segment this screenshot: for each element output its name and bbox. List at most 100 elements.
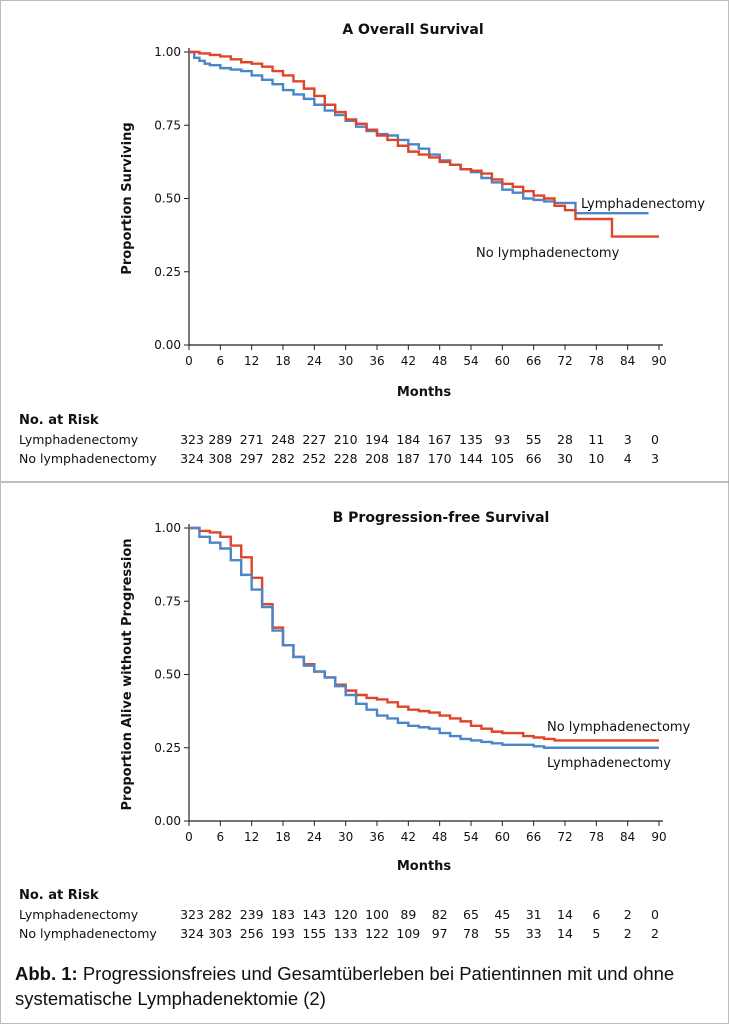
panel-a-series-no-lymphadenectomy	[189, 50, 659, 238]
panel-b-series-lymphadenectomy	[189, 526, 659, 749]
panel-a-risk-cell: 28	[557, 432, 573, 447]
panel-a-risk-cell: 248	[271, 432, 295, 447]
panel-b-xtick-label: 6	[217, 830, 225, 844]
panel-b-xtick-label: 36	[369, 830, 384, 844]
panel-a-risk-cell: 11	[588, 432, 604, 447]
panel-b-risk-cell: 155	[302, 926, 326, 941]
panel-b-risk-cell: 89	[400, 907, 416, 922]
panel-a-ytick-label: 0.75	[154, 118, 181, 132]
panel-a-risk-cell: 324	[180, 451, 204, 466]
panel-b-risk-cell: 6	[592, 907, 600, 922]
panel-b-risk-cell: 0	[651, 907, 659, 922]
panel-b-risk-cell: 78	[463, 926, 479, 941]
panel-b-title: B Progression-free Survival	[333, 510, 550, 526]
panel-b-risk-cell: 120	[334, 907, 358, 922]
panel-b-risk-cell: 303	[208, 926, 232, 941]
panel-b-letter: B	[333, 510, 349, 526]
panel-b-ytick-label: 1.00	[154, 521, 181, 535]
panel-a-series-lymphadenectomy	[189, 50, 649, 215]
panel-a-ytick-label: 0.00	[154, 338, 181, 352]
panel-b-risk-cell: 31	[526, 907, 542, 922]
panel-b-risk-cell: 122	[365, 926, 389, 941]
panel-b-ylabel: Proportion Alive without Progression	[120, 538, 135, 810]
panel-a-risk-cell: 167	[428, 432, 452, 447]
panel-a-risk-cell: 105	[490, 451, 514, 466]
panel-a-risk-cell: 170	[428, 451, 452, 466]
panel-b-risk-cell: 55	[494, 926, 510, 941]
panel-a-risk-cell: 3	[651, 451, 659, 466]
panel-a-xtick-label: 66	[526, 354, 541, 368]
panel-b-risk-cell: 2	[651, 926, 659, 941]
panel-b-xtick-label: 12	[244, 830, 259, 844]
panel-b-xtick-label: 84	[620, 830, 635, 844]
panel-a-risk-cell: 289	[208, 432, 232, 447]
caption-prefix: Abb. 1:	[15, 963, 78, 984]
panel-a-xtick-label: 60	[495, 354, 510, 368]
panel-a-xtick-label: 48	[432, 354, 447, 368]
panel-b-risk-cell: 324	[180, 926, 204, 941]
panel-a-xlabel: Months	[397, 385, 452, 400]
panel-b-risk-cell: 239	[240, 907, 264, 922]
panel-a-risk-cell: 297	[240, 451, 264, 466]
caption-text: Progressionsfreies und Gesamtüberleben b…	[15, 963, 675, 1009]
panel-a-risk-cell: 323	[180, 432, 204, 447]
panel-a-xtick-label: 42	[401, 354, 416, 368]
panel-a-risk-cell: 4	[624, 451, 632, 466]
panel-b-risk-row-label: Lymphadenectomy	[19, 907, 139, 922]
panel-a-xtick-label: 18	[275, 354, 290, 368]
panel-a-xtick-label: 54	[463, 354, 478, 368]
panel-a-risk-cell: 282	[271, 451, 295, 466]
panel-b-xtick-label: 42	[401, 830, 416, 844]
panel-b-xtick-label: 90	[651, 830, 666, 844]
panel-a-xtick-label: 84	[620, 354, 635, 368]
panel-a-xtick-label: 36	[369, 354, 384, 368]
panel-a-letter: A	[342, 22, 358, 38]
panel-a-risk-cell: 144	[459, 451, 483, 466]
panel-a-ytick-label: 0.25	[154, 265, 181, 279]
panel-b-xtick-label: 30	[338, 830, 353, 844]
panel-b-risk-cell: 133	[334, 926, 358, 941]
panel-a-risk-cell: 184	[396, 432, 420, 447]
panel-b-risk-cell: 97	[432, 926, 448, 941]
panel-a-risk-cell: 210	[334, 432, 358, 447]
figure-caption: Abb. 1: Progressionsfreies und Gesamtübe…	[15, 961, 715, 1011]
panel-a-risk-row-label: Lymphadenectomy	[19, 432, 139, 447]
panel-b-risk-cell: 65	[463, 907, 479, 922]
panel-b-risk-cell: 5	[592, 926, 600, 941]
panel-a-xtick-label: 6	[217, 354, 225, 368]
panel-b-xtick-label: 48	[432, 830, 447, 844]
panel-a-title: A Overall Survival	[342, 22, 483, 38]
panel-a-xtick-label: 78	[589, 354, 604, 368]
panel-b-risk-cell: 193	[271, 926, 295, 941]
panel-a-risk-cell: 187	[396, 451, 420, 466]
panel-b-risk-heading: No. at Risk	[19, 888, 99, 903]
panel-a-risk-cell: 0	[651, 432, 659, 447]
panel-b-risk-cell: 143	[302, 907, 326, 922]
panel-a-risk-cell: 227	[302, 432, 326, 447]
panel-a-ytick-label: 0.50	[154, 192, 181, 206]
panel-b-risk-cell: 33	[526, 926, 542, 941]
panel-a-risk-cell: 30	[557, 451, 573, 466]
panel-b-title-text: Progression-free Survival	[348, 510, 549, 526]
panel-a-ylabel: Proportion Surviving	[120, 122, 135, 274]
panel-b-risk-cell: 323	[180, 907, 204, 922]
panel-a-risk-cell: 271	[240, 432, 264, 447]
panel-a-risk-cell: 66	[526, 451, 542, 466]
panel-b-risk-cell: 14	[557, 907, 573, 922]
panel-b-ytick-label: 0.50	[154, 668, 181, 682]
panel-a-risk-cell: 194	[365, 432, 389, 447]
panel-a-xtick-label: 30	[338, 354, 353, 368]
panel-a-risk-cell: 252	[302, 451, 326, 466]
panel-a-risk-cell: 228	[334, 451, 358, 466]
panel-b-risk-cell: 45	[494, 907, 510, 922]
panel-a-xtick-label: 12	[244, 354, 259, 368]
panel-a-risk-heading: No. at Risk	[19, 413, 99, 428]
panel-b-xlabel: Months	[397, 859, 452, 874]
panel-a-risk-row-label: No lymphadenectomy	[19, 451, 157, 466]
panel-b-xtick-label: 60	[495, 830, 510, 844]
panel-a-ytick-label: 1.00	[154, 45, 181, 59]
panel-b-xtick-label: 66	[526, 830, 541, 844]
panel-a-risk-cell: 135	[459, 432, 483, 447]
panel-a-risk-cell: 308	[208, 451, 232, 466]
